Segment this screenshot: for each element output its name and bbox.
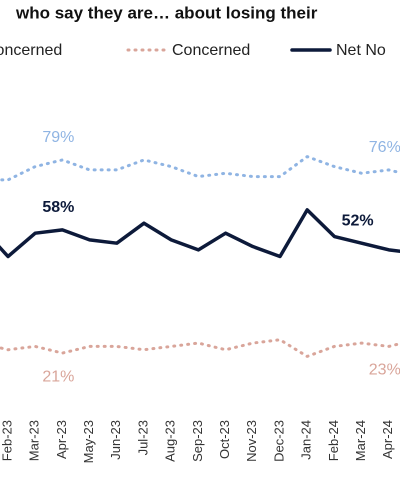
x-tick-label: Dec-23 xyxy=(271,420,286,462)
x-tick-label: Jan-24 xyxy=(299,420,314,460)
series-line xyxy=(0,155,400,182)
x-tick-label: Mar-24 xyxy=(353,420,368,461)
x-tick-label: Mar-23 xyxy=(27,420,42,461)
x-tick-label: Oct-23 xyxy=(217,420,232,459)
x-tick-label: Nov-23 xyxy=(244,420,259,462)
series-line xyxy=(0,208,400,259)
x-tick-label: Jun-23 xyxy=(108,420,123,460)
plot-area: 79% 76% 21% 23% 58% 52% xyxy=(0,129,400,385)
x-tick-label: May-23 xyxy=(81,420,96,463)
legend-label: Concerned xyxy=(172,42,250,59)
x-tick-label: Aug-23 xyxy=(163,420,178,462)
x-tick-label: Apr-24 xyxy=(380,420,395,459)
data-label: 76% xyxy=(369,139,400,156)
series-line xyxy=(0,338,400,358)
x-tick-label: Feb-24 xyxy=(326,420,341,461)
data-label: 79% xyxy=(42,129,74,146)
data-label: 58% xyxy=(42,199,74,216)
data-label: 23% xyxy=(369,362,400,379)
x-tick-label: Feb-23 xyxy=(0,420,14,461)
x-tick-label: Sep-23 xyxy=(190,420,205,462)
legend-label: Net No xyxy=(336,42,386,59)
x-tick-label: Apr-23 xyxy=(54,420,69,459)
legend-label: Concerned xyxy=(0,42,62,59)
chart-title: who say they are… about losing their xyxy=(15,3,318,22)
x-tick-label: Jul-23 xyxy=(135,420,150,455)
data-label: 21% xyxy=(42,368,74,385)
data-label: 52% xyxy=(342,212,374,229)
